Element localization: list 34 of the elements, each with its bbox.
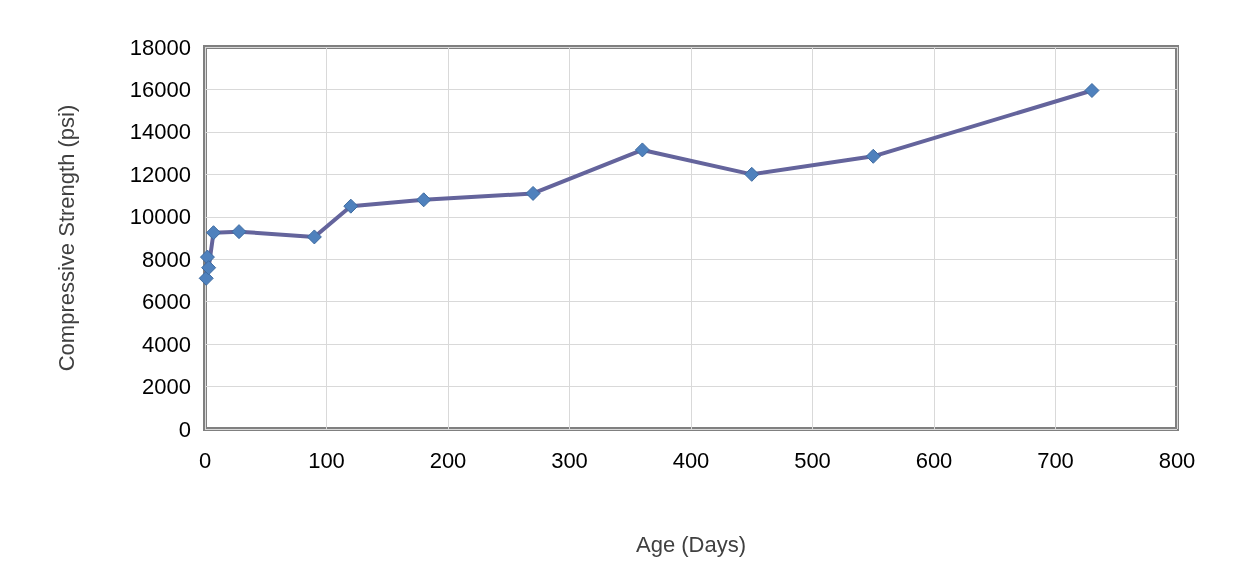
y-tick-label: 2000 xyxy=(142,374,191,400)
x-tick-label: 400 xyxy=(672,447,710,473)
y-tick-label: 6000 xyxy=(142,289,191,315)
x-tick-label: 0 xyxy=(198,447,212,473)
point xyxy=(199,249,215,265)
point xyxy=(865,148,881,164)
point xyxy=(1084,83,1100,99)
y-tick-label: 0 xyxy=(178,416,191,442)
y-tick-label: 14000 xyxy=(129,119,191,145)
x-tick-label: 100 xyxy=(308,447,345,473)
x-tick-label: 200 xyxy=(429,447,467,473)
point xyxy=(306,229,322,245)
y-tick-label: 18000 xyxy=(129,34,191,60)
x-tick-label: 600 xyxy=(915,447,953,473)
point xyxy=(416,192,432,208)
y-tick-label: 16000 xyxy=(129,76,191,102)
point xyxy=(201,260,217,276)
point xyxy=(343,198,359,214)
point xyxy=(198,270,214,286)
y-tick-label: 4000 xyxy=(142,331,191,357)
y-tick-label: 10000 xyxy=(129,204,191,230)
y-tick-label: 8000 xyxy=(142,246,191,272)
point xyxy=(206,225,222,241)
x-tick-label: 800 xyxy=(1158,447,1196,473)
x-tick-label: 300 xyxy=(551,447,588,473)
y-axis-title: Compressive Strength (psi) xyxy=(53,104,79,372)
y-tick-label: 12000 xyxy=(129,161,191,187)
point xyxy=(744,166,760,182)
point xyxy=(231,224,247,240)
point xyxy=(525,185,541,201)
x-axis-title: Age (Days) xyxy=(635,531,747,557)
point xyxy=(634,142,650,158)
x-tick-label: 500 xyxy=(794,447,831,473)
x-tick-label: 700 xyxy=(1037,447,1074,473)
